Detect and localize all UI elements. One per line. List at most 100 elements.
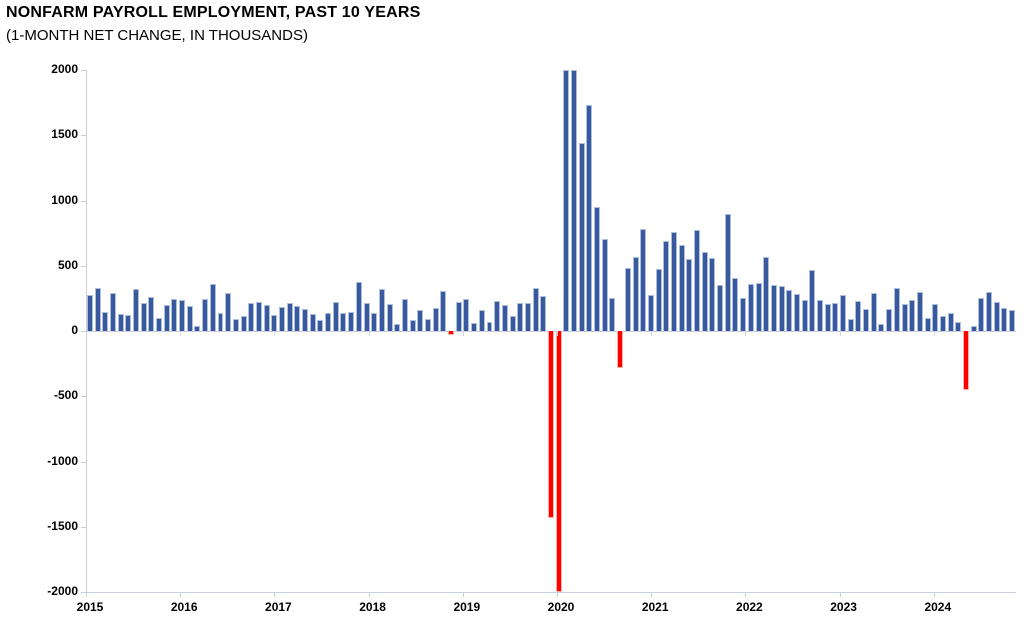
bar-negative-2024-09: [963, 331, 970, 391]
bar-positive-2024-01: [901, 303, 908, 331]
y-axis-label: -1000: [47, 453, 78, 468]
bar-positive-2018-09: [409, 320, 416, 331]
bar-positive-2017-06: [294, 306, 301, 331]
bar-positive-2023-08: [863, 309, 870, 331]
bar-positive-2018-11: [425, 319, 431, 331]
bar-positive-2017-05: [286, 303, 293, 331]
zero-line-year-tick: [368, 331, 370, 336]
y-axis-tick: [81, 592, 86, 593]
bar-positive-2017-09: [317, 320, 324, 331]
bar-positive-2016-04: [186, 305, 193, 331]
x-axis-label-2016: 2016: [170, 600, 198, 614]
bar-positive-2017-02: [263, 305, 270, 331]
x-axis-label-2021: 2021: [641, 600, 669, 614]
x-axis-label-2018: 2018: [359, 600, 386, 614]
y-axis-label: -1500: [47, 518, 78, 533]
bar-positive-2023-04: [832, 302, 839, 331]
bar-positive-2018-05: [378, 289, 385, 331]
bar-positive-2019-10: [509, 315, 516, 331]
y-axis-label: 1500: [51, 127, 78, 142]
y-axis-tick: [81, 135, 86, 137]
bar-positive-2024-06: [939, 316, 946, 331]
bar-positive-2020-10: [601, 238, 608, 331]
y-axis-label: 2000: [51, 62, 78, 76]
bar-positive-2022-07: [763, 257, 770, 331]
x-axis-tick: [933, 592, 935, 597]
bar-positive-2017-04: [278, 306, 285, 331]
bar-positive-2024-12: [986, 291, 993, 331]
bar-positive-2017-12: [340, 313, 347, 331]
bar-positive-2016-01: [163, 305, 170, 331]
x-axis-tick: [651, 592, 653, 597]
bar-positive-2023-06: [847, 318, 854, 331]
x-axis-tick: [86, 592, 87, 597]
zero-line-year-tick: [839, 331, 841, 336]
y-axis-tick: [81, 200, 86, 202]
x-axis-label-2022: 2022: [736, 600, 763, 614]
bar-positive-2020-01: [532, 288, 539, 331]
bar-positive-2025-01: [993, 301, 1000, 331]
bar-negative-2020-04: [555, 331, 562, 592]
bar-positive-2024-05: [932, 303, 939, 331]
y-axis-tick: [81, 70, 86, 71]
bar-positive-2021-07: [670, 232, 677, 331]
zero-line-year-tick: [933, 331, 935, 336]
bar-positive-2022-12: [801, 300, 808, 331]
bar-positive-2020-11: [609, 297, 616, 331]
bar-positive-2017-03: [271, 315, 278, 331]
x-axis-tick: [462, 592, 464, 597]
x-axis-label-2023: 2023: [830, 600, 857, 614]
zero-line-year-tick: [745, 331, 747, 336]
bar-positive-2016-09: [225, 293, 232, 331]
bar-positive-2024-07: [947, 312, 954, 331]
bar-negative-2020-03: [548, 331, 554, 518]
bar-positive-2025-02: [1001, 308, 1008, 331]
bar-positive-2015-07: [117, 314, 124, 331]
bar-positive-2016-05: [194, 325, 201, 331]
bar-positive-2016-10: [232, 318, 239, 331]
bar-positive-2022-01: [717, 285, 724, 331]
bar-positive-2022-05: [747, 283, 754, 331]
zero-line-year-tick: [557, 331, 558, 336]
bar-positive-2023-12: [893, 287, 900, 331]
bar-positive-2015-08: [125, 314, 132, 331]
bar-positive-2022-09: [778, 285, 785, 331]
x-axis-label-2024: 2024: [924, 600, 952, 614]
bar-positive-2018-06: [386, 303, 393, 331]
bar-positive-2019-11: [517, 303, 524, 331]
bar-positive-2018-07: [394, 324, 401, 331]
bar-positive-2025-03: [1009, 310, 1016, 331]
bar-positive-2018-02: [355, 282, 362, 331]
bar-positive-2021-05: [655, 269, 662, 331]
x-axis-line: [86, 592, 1016, 593]
plot-area: 2000 1500 1000 500 0 -500 -1000 -1500 -2000 2015 2…: [47, 62, 1016, 614]
bar-positive-2019-03: [455, 302, 462, 331]
x-axis-tick: [274, 592, 276, 597]
x-axis-tick: [839, 592, 841, 597]
bar-positive-2019-08: [494, 300, 501, 331]
x-axis-label-2019: 2019: [453, 600, 481, 614]
x-axis-label-2015: 2015: [76, 600, 104, 614]
zero-line-year-tick: [462, 331, 464, 336]
zero-line-year-tick: [180, 331, 182, 336]
bar-positive-2024-11: [978, 297, 985, 331]
bar-positive-2015-04: [94, 287, 101, 331]
y-axis-label: 1000: [51, 192, 78, 207]
bar-positive-2020-02: [540, 296, 547, 331]
bar-positive-2015-05: [102, 311, 109, 331]
bar-positive-2021-02: [632, 257, 639, 331]
bar-negative-2020-12: [617, 331, 624, 369]
bar-positive-2022-06: [755, 282, 762, 331]
zero-line-year-tick: [274, 331, 276, 336]
bar-positive-2023-11: [886, 308, 893, 331]
bar-positive-2022-04: [740, 298, 747, 331]
bar-positive-2021-08: [678, 245, 685, 331]
bar-positive-2021-10: [694, 230, 701, 331]
bar-positive-2023-03: [824, 303, 831, 331]
bar-positive-2017-10: [325, 312, 332, 331]
bar-positive-2020-05: [563, 70, 570, 331]
bar-positive-2015-10: [140, 302, 147, 331]
bar-positive-2019-04: [463, 299, 470, 331]
bar-positive-2018-10: [417, 309, 424, 331]
